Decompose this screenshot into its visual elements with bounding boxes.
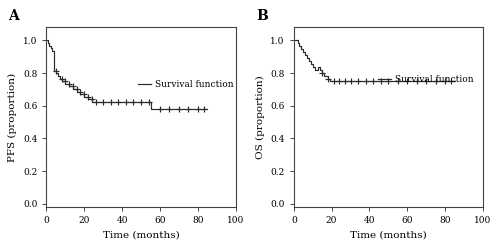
Text: B: B bbox=[256, 9, 268, 24]
Y-axis label: OS (proportion): OS (proportion) bbox=[256, 75, 265, 159]
Legend: Survival function: Survival function bbox=[134, 77, 237, 93]
Y-axis label: PFS (proportion): PFS (proportion) bbox=[8, 73, 18, 162]
Legend: Survival function: Survival function bbox=[374, 71, 477, 88]
Text: A: A bbox=[8, 9, 20, 24]
X-axis label: Time (months): Time (months) bbox=[102, 231, 180, 240]
X-axis label: Time (months): Time (months) bbox=[350, 231, 427, 240]
